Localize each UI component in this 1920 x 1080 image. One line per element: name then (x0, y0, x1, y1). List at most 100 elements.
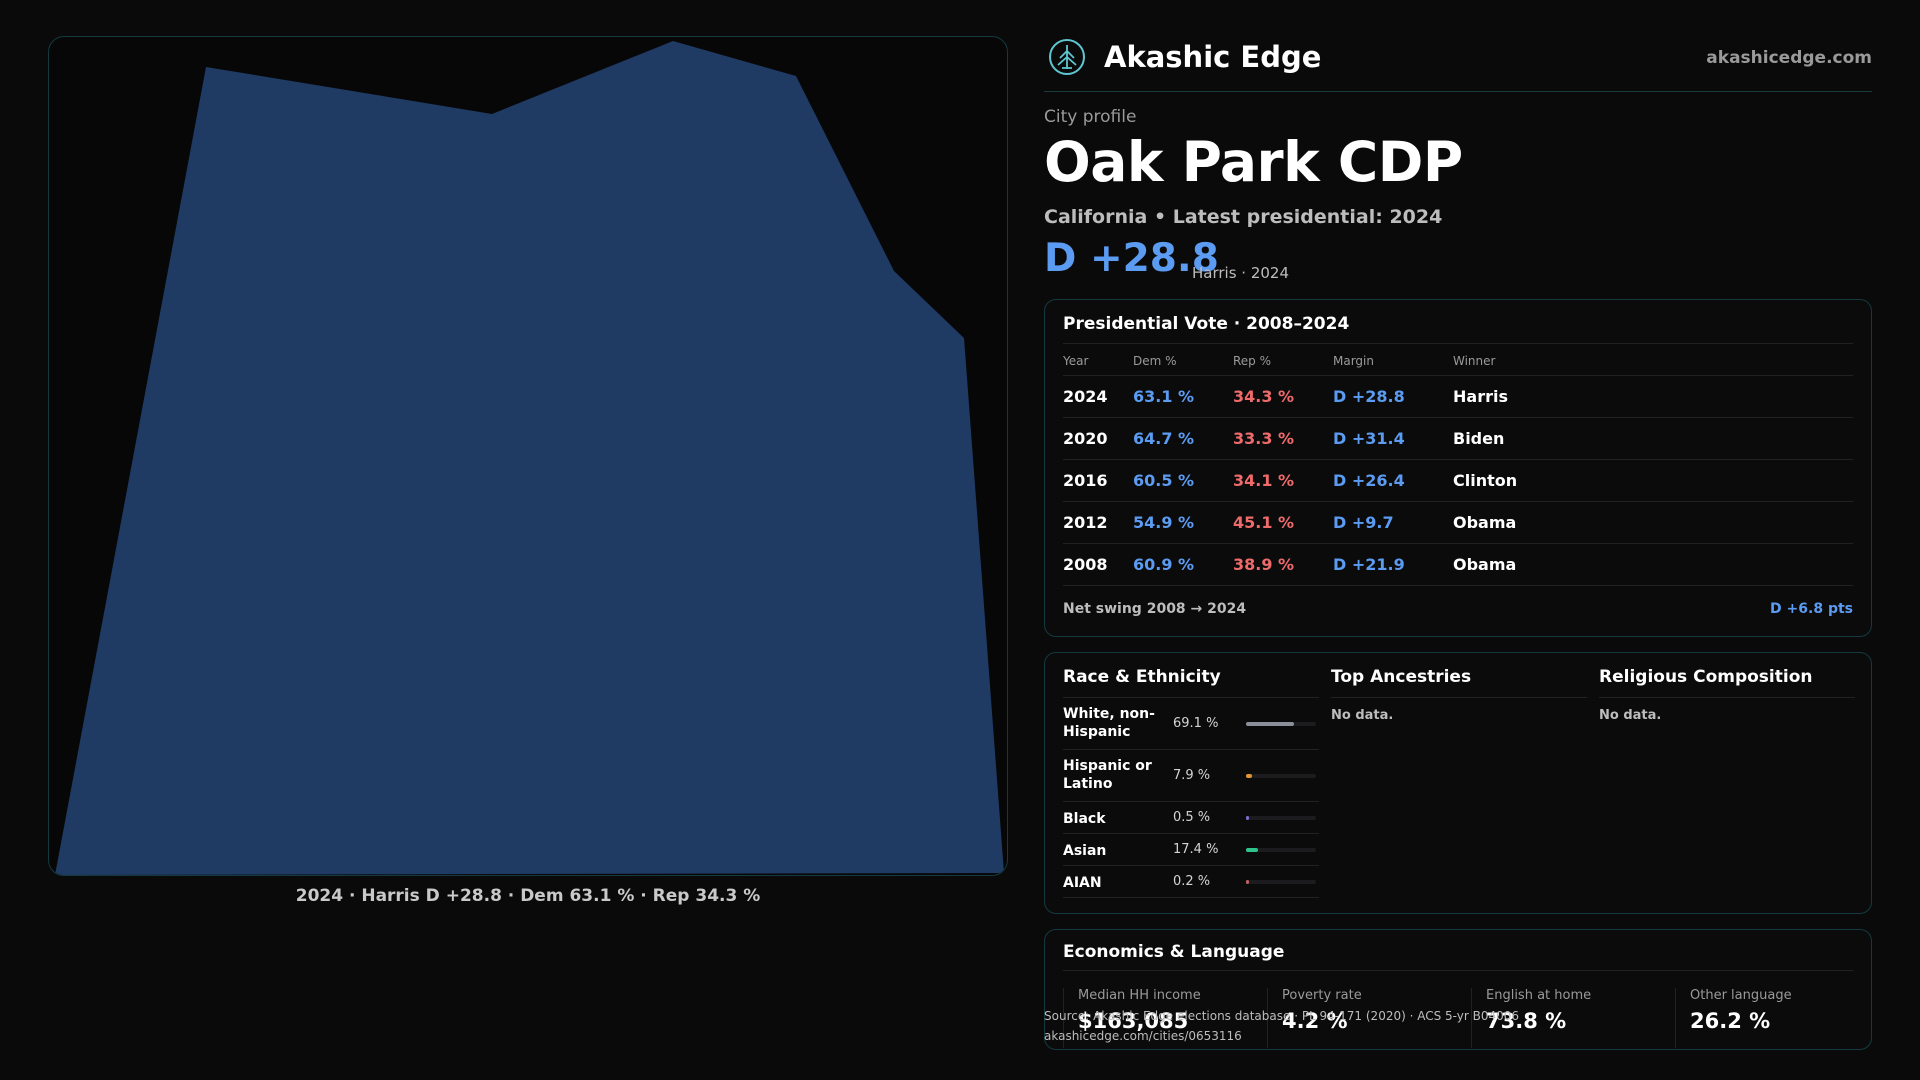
race-bar-fill (1246, 848, 1259, 852)
stat-english-at-home: English at home 73.8 % (1471, 988, 1661, 1048)
column-header-dem: Dem % (1133, 348, 1233, 376)
table-row: 2016 60.5 % 34.1 % D +26.4 Clinton (1063, 459, 1853, 502)
column-header-year: Year (1063, 348, 1133, 376)
city-boundary-shape[interactable] (55, 41, 1004, 875)
cell-margin: D +31.4 (1333, 417, 1453, 460)
cell-dem: 54.9 % (1133, 501, 1233, 544)
religious-composition-section: Religious Composition No data. (1599, 667, 1855, 723)
stat-label: Poverty rate (1282, 988, 1362, 1003)
column-header-margin: Margin (1333, 348, 1453, 376)
net-swing-value: D +6.8 pts (1770, 601, 1853, 617)
stat-median-income: Median HH income $163,085 (1063, 988, 1253, 1048)
section-title: Religious Composition (1599, 667, 1855, 698)
cell-margin: D +21.9 (1333, 543, 1453, 586)
stat-value: 4.2 % (1282, 1009, 1348, 1033)
race-list: White, non-Hispanic 69.1 % Hispanic or Lat… (1063, 698, 1319, 898)
race-row: White, non-Hispanic 69.1 % (1063, 698, 1319, 750)
stat-label: Median HH income (1078, 988, 1201, 1003)
cell-year: 2020 (1063, 417, 1133, 460)
race-bar-fill (1246, 880, 1249, 884)
source-url-link[interactable]: akashicedge.com/cities/0653116 (1044, 1029, 1242, 1043)
race-label: AIAN (1063, 875, 1102, 891)
card-title: Presidential Vote · 2008–2024 (1063, 314, 1350, 334)
net-swing-label: Net swing 2008 → 2024 (1063, 601, 1247, 617)
race-bar-fill (1246, 774, 1252, 778)
race-row: Asian 17.4 % (1063, 834, 1319, 866)
brand-name[interactable]: Akashic Edge (1104, 40, 1322, 74)
section-title: Top Ancestries (1331, 667, 1587, 698)
section-title: Race & Ethnicity (1063, 667, 1319, 698)
race-bar-track (1246, 848, 1316, 852)
page-subtitle: California • Latest presidential: 2024 (1044, 206, 1443, 228)
stat-other-language: Other language 26.2 % (1675, 988, 1865, 1048)
demographics-card: Race & Ethnicity White, non-Hispanic 69.1… (1044, 652, 1872, 914)
race-percent: 17.4 % (1173, 842, 1219, 857)
cell-winner: Obama (1453, 543, 1853, 586)
page-title: Oak Park CDP (1044, 130, 1463, 194)
table-header-row: Year Dem % Rep % Margin Winner (1063, 348, 1853, 376)
race-percent: 7.9 % (1173, 768, 1211, 783)
stat-value: $163,085 (1078, 1009, 1189, 1033)
city-shape-map (55, 41, 1004, 875)
source-footnote: Source: Akashic Edge elections database … (1044, 1006, 1519, 1046)
race-bar-track (1246, 816, 1316, 820)
stat-value: 73.8 % (1486, 1009, 1567, 1033)
empty-state: No data. (1331, 708, 1394, 723)
stat-poverty-rate: Poverty rate 4.2 % (1267, 988, 1457, 1048)
cell-margin: D +9.7 (1333, 501, 1453, 544)
table-row: 2024 63.1 % 34.3 % D +28.8 Harris (1063, 375, 1853, 418)
cell-year: 2012 (1063, 501, 1133, 544)
race-percent: 69.1 % (1173, 716, 1219, 731)
latest-margin: D +28.8 (1044, 236, 1219, 281)
column-header-winner: Winner (1453, 348, 1853, 376)
race-bar-track (1246, 880, 1316, 884)
divider (1063, 343, 1853, 344)
economics-language-card: Economics & Language Median HH income $1… (1044, 929, 1872, 1050)
race-bar-track (1246, 774, 1316, 778)
race-percent: 0.2 % (1173, 874, 1211, 889)
cell-rep: 33.3 % (1233, 417, 1333, 460)
table-row: 2020 64.7 % 33.3 % D +31.4 Biden (1063, 417, 1853, 460)
card-title: Economics & Language (1063, 942, 1285, 962)
source-line: Source: Akashic Edge elections database … (1044, 1009, 1520, 1023)
cell-rep: 38.9 % (1233, 543, 1333, 586)
presidential-vote-table: Year Dem % Rep % Margin Winner 2024 63.1… (1063, 348, 1853, 586)
cell-dem: 63.1 % (1133, 375, 1233, 418)
cell-rep: 45.1 % (1233, 501, 1333, 544)
presidential-vote-card: Presidential Vote · 2008–2024 Year Dem %… (1044, 299, 1872, 637)
top-ancestries-section: Top Ancestries No data. (1331, 667, 1587, 723)
race-bar-fill (1246, 816, 1249, 820)
cell-dem: 60.9 % (1133, 543, 1233, 586)
race-row: Black 0.5 % (1063, 802, 1319, 834)
cell-winner: Harris (1453, 375, 1853, 418)
brand-domain-link[interactable]: akashicedge.com (1706, 48, 1872, 68)
stat-label: Other language (1690, 988, 1792, 1003)
city-profile-panel: Akashic Edge akashicedge.com City profil… (1044, 0, 1872, 1080)
cell-dem: 64.7 % (1133, 417, 1233, 460)
cell-winner: Biden (1453, 417, 1853, 460)
race-row: Hispanic or Latino 7.9 % (1063, 750, 1319, 802)
cell-year: 2016 (1063, 459, 1133, 502)
race-percent: 0.5 % (1173, 810, 1211, 825)
stat-value: 26.2 % (1690, 1009, 1771, 1033)
table-row: 2012 54.9 % 45.1 % D +9.7 Obama (1063, 501, 1853, 544)
precinct-map (48, 36, 1008, 876)
cell-margin: D +28.8 (1333, 375, 1453, 418)
cell-winner: Clinton (1453, 459, 1853, 502)
cell-rep: 34.1 % (1233, 459, 1333, 502)
stat-label: English at home (1486, 988, 1592, 1003)
latest-margin-note: Harris · 2024 (1192, 264, 1290, 282)
cell-year: 2008 (1063, 543, 1133, 586)
tree-crest-icon[interactable] (1048, 38, 1086, 76)
race-label: Black (1063, 811, 1106, 827)
race-row: AIAN 0.2 % (1063, 866, 1319, 898)
map-caption: 2024 · Harris D +28.8 · Dem 63.1 % · Rep… (295, 886, 761, 906)
empty-state: No data. (1599, 708, 1662, 723)
page-eyebrow: City profile (1044, 107, 1137, 127)
column-header-rep: Rep % (1233, 348, 1333, 376)
race-bar-track (1246, 722, 1316, 726)
cell-margin: D +26.4 (1333, 459, 1453, 502)
race-bar-fill (1246, 722, 1295, 726)
race-label: Hispanic or Latino (1063, 758, 1152, 792)
site-header: Akashic Edge akashicedge.com (1044, 34, 1872, 92)
